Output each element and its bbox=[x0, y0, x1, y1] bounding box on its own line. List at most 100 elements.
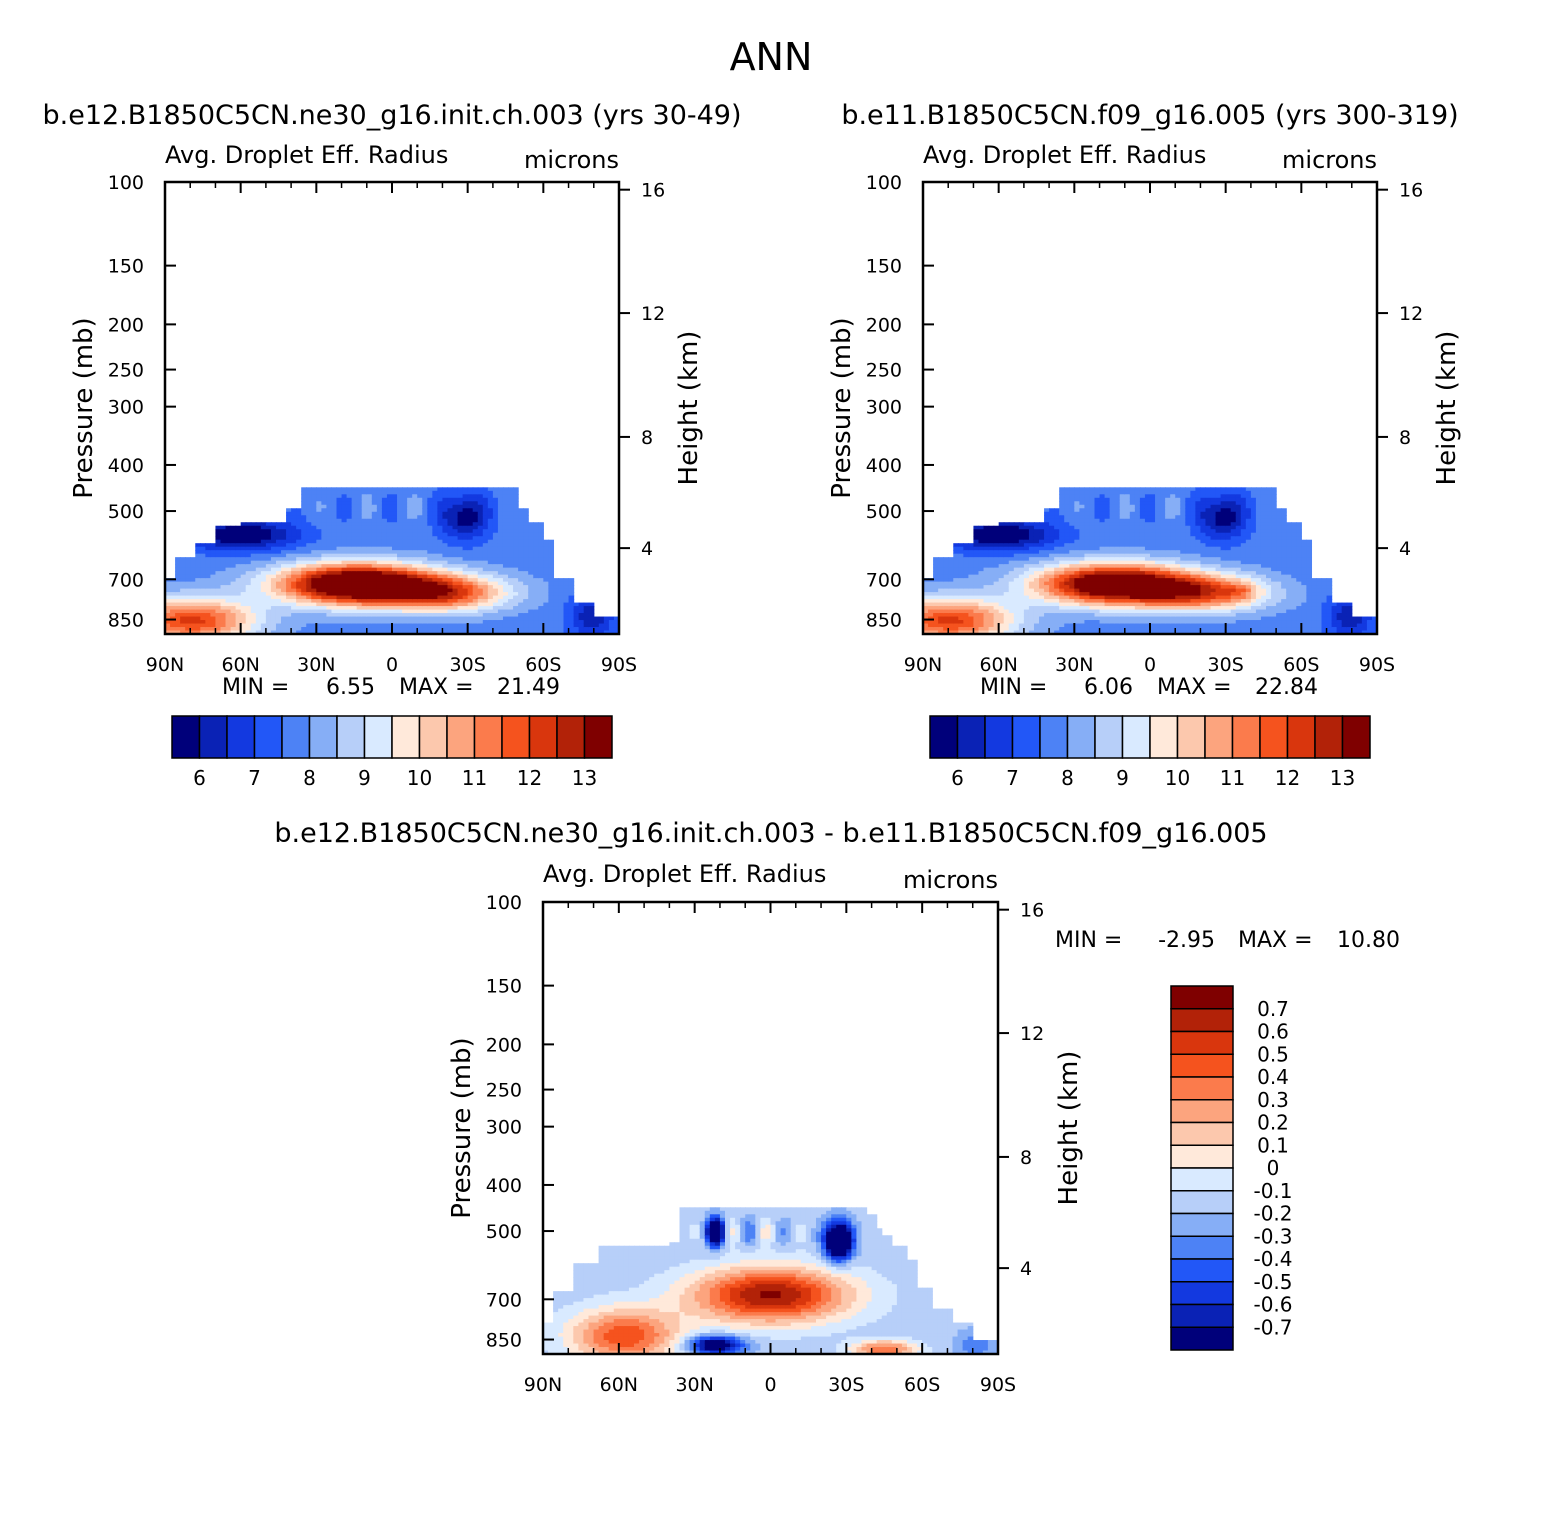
heat-cell bbox=[1195, 508, 1202, 513]
heat-cell bbox=[1134, 630, 1141, 635]
heat-cell bbox=[593, 616, 600, 621]
heat-cell bbox=[422, 529, 428, 534]
heat-cell bbox=[240, 546, 247, 551]
heat-cell bbox=[1195, 616, 1202, 621]
heat-cell bbox=[1195, 627, 1202, 632]
heat-cell bbox=[1049, 529, 1055, 534]
heat-cell bbox=[1124, 574, 1131, 579]
heat-cell bbox=[497, 494, 504, 499]
heat-cell bbox=[1200, 497, 1207, 502]
heat-cell bbox=[422, 578, 428, 583]
heat-cell bbox=[963, 606, 969, 611]
heat-cell bbox=[1170, 627, 1176, 632]
heat-cell bbox=[462, 574, 469, 579]
heat-cell bbox=[462, 630, 469, 635]
heat-cell bbox=[1104, 508, 1111, 513]
heat-cell bbox=[533, 571, 539, 576]
heat-cell bbox=[291, 564, 297, 569]
heat-cell bbox=[497, 592, 504, 597]
heat-cell bbox=[427, 627, 433, 632]
heat-cell bbox=[306, 574, 312, 579]
heat-cell bbox=[523, 532, 529, 537]
heat-cell bbox=[508, 494, 514, 499]
heat-cell bbox=[998, 609, 1005, 614]
heat-cell bbox=[417, 602, 423, 607]
heat-cell bbox=[336, 508, 343, 513]
heat-cell bbox=[346, 550, 353, 555]
heat-cell bbox=[1180, 578, 1186, 583]
heat-cell bbox=[1150, 571, 1156, 576]
heat-cell bbox=[1144, 529, 1151, 534]
heat-cell bbox=[528, 557, 534, 562]
heat-cell bbox=[250, 623, 257, 628]
panel-2-variable: Avg. Droplet Eff. Radius bbox=[923, 141, 1206, 169]
heat-cell bbox=[953, 623, 959, 628]
heat-cell bbox=[983, 539, 990, 544]
heat-cell bbox=[1119, 494, 1126, 499]
heat-cell bbox=[1200, 487, 1207, 492]
heat-cell bbox=[1144, 511, 1151, 516]
heat-cell bbox=[432, 564, 438, 569]
heat-cell bbox=[487, 627, 494, 632]
heat-cell bbox=[195, 620, 201, 625]
heat-cell bbox=[331, 592, 338, 597]
heat-cell bbox=[963, 543, 969, 548]
heat-cell bbox=[371, 546, 378, 551]
heat-cell bbox=[948, 581, 954, 586]
heat-cell bbox=[442, 518, 449, 523]
heat-cell bbox=[381, 553, 388, 558]
heat-cell bbox=[998, 536, 1005, 541]
heat-cell bbox=[316, 490, 322, 495]
heat-cell bbox=[1094, 529, 1101, 534]
heat-cell bbox=[1084, 487, 1091, 492]
heat-cell bbox=[275, 567, 282, 572]
heat-cell bbox=[548, 546, 555, 551]
heat-cell bbox=[1185, 630, 1191, 635]
heat-cell bbox=[381, 574, 388, 579]
heat-cell bbox=[245, 627, 252, 632]
heat-cell bbox=[386, 602, 393, 607]
heat-cell bbox=[392, 606, 398, 611]
heat-cell bbox=[270, 557, 277, 562]
heat-cell bbox=[260, 564, 267, 569]
heat-cell bbox=[225, 536, 232, 541]
heat-cell bbox=[402, 616, 408, 621]
heat-cell bbox=[1049, 539, 1055, 544]
heat-cell bbox=[220, 613, 227, 618]
heat-cell bbox=[467, 543, 474, 548]
heat-cell bbox=[1018, 627, 1025, 632]
heat-cell bbox=[195, 567, 201, 572]
heat-cell bbox=[341, 539, 348, 544]
heat-cell bbox=[230, 546, 237, 551]
panel-2-units: microns bbox=[1282, 146, 1377, 174]
heat-cell bbox=[291, 557, 297, 562]
heat-cell bbox=[1074, 518, 1080, 523]
heat-cell bbox=[1104, 490, 1111, 495]
heat-cell bbox=[528, 522, 534, 527]
heat-cell bbox=[190, 609, 196, 614]
heat-cell bbox=[1089, 599, 1096, 604]
heat-cell bbox=[1084, 585, 1091, 590]
heat-cell bbox=[371, 536, 378, 541]
heat-cell bbox=[306, 536, 312, 541]
heat-cell bbox=[311, 497, 317, 502]
heat-cell bbox=[301, 578, 307, 583]
heat-cell bbox=[1074, 567, 1080, 572]
heat-cell bbox=[402, 508, 408, 513]
heat-cell bbox=[502, 599, 509, 604]
heat-cell bbox=[1074, 616, 1080, 621]
heat-cell bbox=[200, 630, 206, 635]
heat-cell bbox=[1003, 602, 1010, 607]
heat-cell bbox=[336, 487, 343, 492]
heat-cell bbox=[270, 627, 277, 632]
heat-cell bbox=[953, 613, 959, 618]
heat-cell bbox=[1039, 613, 1045, 618]
heat-cell bbox=[1064, 571, 1070, 576]
heat-cell bbox=[260, 578, 267, 583]
y-tick-label: 150 bbox=[108, 256, 144, 278]
heat-cell bbox=[1033, 546, 1040, 551]
heat-cell bbox=[1119, 539, 1126, 544]
heat-cell bbox=[427, 592, 433, 597]
heat-cell bbox=[578, 613, 585, 618]
heat-cell bbox=[291, 585, 297, 590]
